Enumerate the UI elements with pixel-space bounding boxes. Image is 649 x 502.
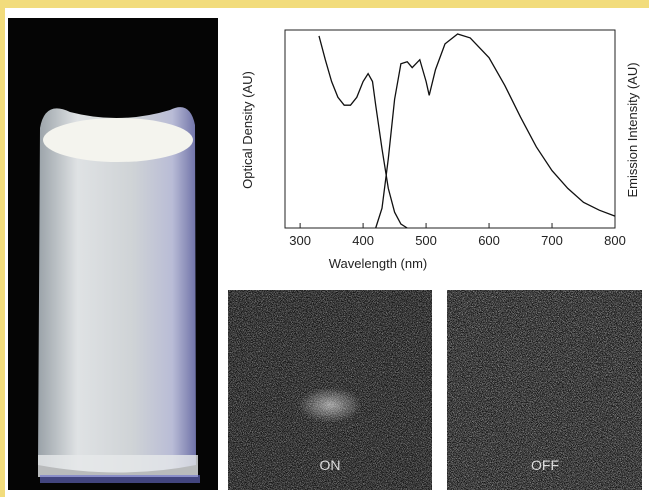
plot-frame <box>284 29 616 229</box>
reflection <box>40 475 200 483</box>
x-tick-label: 600 <box>478 233 500 248</box>
image-label: ON <box>320 457 341 473</box>
vial <box>38 107 196 473</box>
vial-base <box>38 455 198 477</box>
x-axis-label: Wavelength (nm) <box>329 256 428 271</box>
image-label: OFF <box>531 457 559 473</box>
series-line <box>318 35 408 229</box>
image-on-spot <box>298 387 362 423</box>
y2-axis-label: Emission Intensity (AU) <box>625 62 640 197</box>
series-line <box>375 33 616 229</box>
x-tick-label: 800 <box>604 233 626 248</box>
x-tick-label: 300 <box>289 233 311 248</box>
x-tick-label: 400 <box>352 233 374 248</box>
vial-meniscus <box>43 118 193 162</box>
y-axis-label: Optical Density (AU) <box>240 71 255 189</box>
x-tick-label: 700 <box>541 233 563 248</box>
x-tick-label: 500 <box>415 233 437 248</box>
image-off-noise <box>447 290 642 490</box>
